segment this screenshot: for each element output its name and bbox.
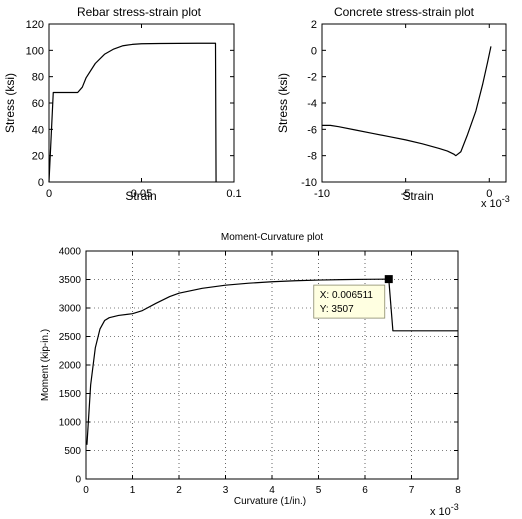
datatip-marker[interactable] bbox=[384, 275, 393, 284]
concrete-x-exponent-base: x 10 bbox=[481, 198, 502, 210]
rebar-series-line bbox=[48, 42, 217, 183]
rebar-plot-area bbox=[48, 23, 235, 183]
moment-plot-area bbox=[85, 250, 459, 480]
moment-x-tick-label: 8 bbox=[455, 485, 461, 496]
concrete-plot-area bbox=[321, 23, 507, 183]
moment-x-tick-label: 0 bbox=[83, 485, 89, 496]
moment-y-tick-label: 500 bbox=[64, 446, 81, 457]
moment-y-tick-label: 2000 bbox=[59, 361, 82, 372]
rebar-chart: Rebar stress-strain plot 0 0.05 0.1 0 20 40 6… bbox=[3, 5, 242, 203]
moment-chart-title: Moment-Curvature plot bbox=[221, 232, 323, 243]
moment-y-tick-label: 4000 bbox=[59, 247, 82, 258]
moment-y-tick-label: 2500 bbox=[59, 332, 82, 343]
concrete-y-tick-label: -6 bbox=[307, 124, 317, 136]
concrete-y-label: Stress (ksi) bbox=[276, 73, 290, 133]
moment-x-exponent-base: x 10 bbox=[430, 506, 451, 518]
moment-lines bbox=[86, 278, 458, 445]
concrete-y-tick-label: 0 bbox=[311, 45, 317, 57]
concrete-chart-title: Concrete stress-strain plot bbox=[334, 5, 475, 19]
rebar-lines bbox=[48, 42, 217, 183]
moment-y-tick-label: 3000 bbox=[59, 304, 82, 315]
concrete-x-ticks: -10 -5 0 bbox=[314, 24, 492, 200]
moment-datatip[interactable]: X: 0.006511 Y: 3507 bbox=[313, 275, 393, 319]
concrete-y-ticks: -10 -8 -6 -4 -2 0 2 bbox=[301, 19, 506, 189]
rebar-x-tick-label: 0.1 bbox=[226, 188, 241, 200]
rebar-y-tick-label: 80 bbox=[32, 72, 44, 84]
concrete-y-tick-label: 2 bbox=[311, 19, 317, 31]
concrete-x-tick-label: 0 bbox=[486, 188, 492, 200]
rebar-y-tick-label: 40 bbox=[32, 124, 44, 136]
moment-y-tick-label: 1000 bbox=[59, 418, 82, 429]
moment-x-tick-label: 5 bbox=[316, 485, 322, 496]
moment-x-exponent: x 10-3 bbox=[430, 502, 459, 518]
datatip-y-text: Y: 3507 bbox=[320, 304, 354, 315]
moment-x-exponent-power: -3 bbox=[451, 502, 459, 512]
datatip-x-text: X: 0.006511 bbox=[320, 290, 374, 301]
concrete-x-tick-label: -10 bbox=[314, 188, 330, 200]
rebar-x-ticks: 0 0.05 0.1 bbox=[46, 24, 242, 200]
concrete-x-tick-label: -5 bbox=[401, 188, 411, 200]
moment-x-label: Curvature (1/in.) bbox=[234, 496, 306, 507]
concrete-series-line bbox=[322, 46, 492, 157]
moment-x-tick-label: 2 bbox=[176, 485, 182, 496]
concrete-x-label: Strain bbox=[402, 189, 433, 203]
concrete-y-tick-label: -8 bbox=[307, 151, 317, 163]
rebar-x-label: Strain bbox=[125, 189, 156, 203]
concrete-y-tick-label: -10 bbox=[301, 177, 317, 189]
concrete-lines bbox=[322, 46, 492, 157]
rebar-y-label: Stress (ksi) bbox=[3, 73, 17, 133]
datatip-box bbox=[313, 284, 386, 319]
moment-y-ticks: 0 500 1000 1500 2000 2500 3000 3500 4000 bbox=[59, 247, 458, 486]
moment-x-ticks: 0 1 2 3 4 5 6 7 8 bbox=[83, 251, 461, 496]
rebar-y-tick-label: 0 bbox=[38, 177, 44, 189]
concrete-chart: Concrete stress-strain plot -10 -5 0 -10 -8… bbox=[276, 5, 510, 210]
rebar-y-tick-label: 60 bbox=[32, 98, 44, 110]
rebar-chart-title: Rebar stress-strain plot bbox=[77, 5, 202, 19]
rebar-y-tick-label: 120 bbox=[26, 19, 44, 31]
concrete-y-tick-label: -2 bbox=[307, 72, 317, 84]
moment-y-tick-label: 0 bbox=[75, 475, 81, 486]
moment-x-tick-label: 3 bbox=[223, 485, 229, 496]
concrete-x-exponent: x 10-3 bbox=[481, 194, 510, 210]
concrete-x-exponent-power: -3 bbox=[502, 194, 510, 204]
moment-y-tick-label: 3500 bbox=[59, 275, 82, 286]
rebar-y-ticks: 0 20 40 60 80 100 120 bbox=[26, 19, 234, 189]
moment-series-line bbox=[86, 278, 458, 445]
moment-y-label: Moment (kip-in.) bbox=[40, 329, 51, 401]
moment-x-tick-label: 4 bbox=[269, 485, 275, 496]
moment-x-tick-label: 1 bbox=[130, 485, 136, 496]
moment-y-tick-label: 1500 bbox=[59, 389, 82, 400]
rebar-x-tick-label: 0.05 bbox=[131, 188, 152, 200]
moment-chart: Moment-Curvature plot 0 1 2 3 4 5 6 7 8 0 500 1000… bbox=[40, 232, 461, 518]
moment-x-tick-label: 6 bbox=[362, 485, 368, 496]
concrete-y-tick-label: -4 bbox=[307, 98, 317, 110]
moment-x-tick-label: 7 bbox=[409, 485, 415, 496]
rebar-y-tick-label: 20 bbox=[32, 151, 44, 163]
rebar-y-tick-label: 100 bbox=[26, 45, 44, 57]
rebar-x-tick-label: 0 bbox=[46, 188, 52, 200]
